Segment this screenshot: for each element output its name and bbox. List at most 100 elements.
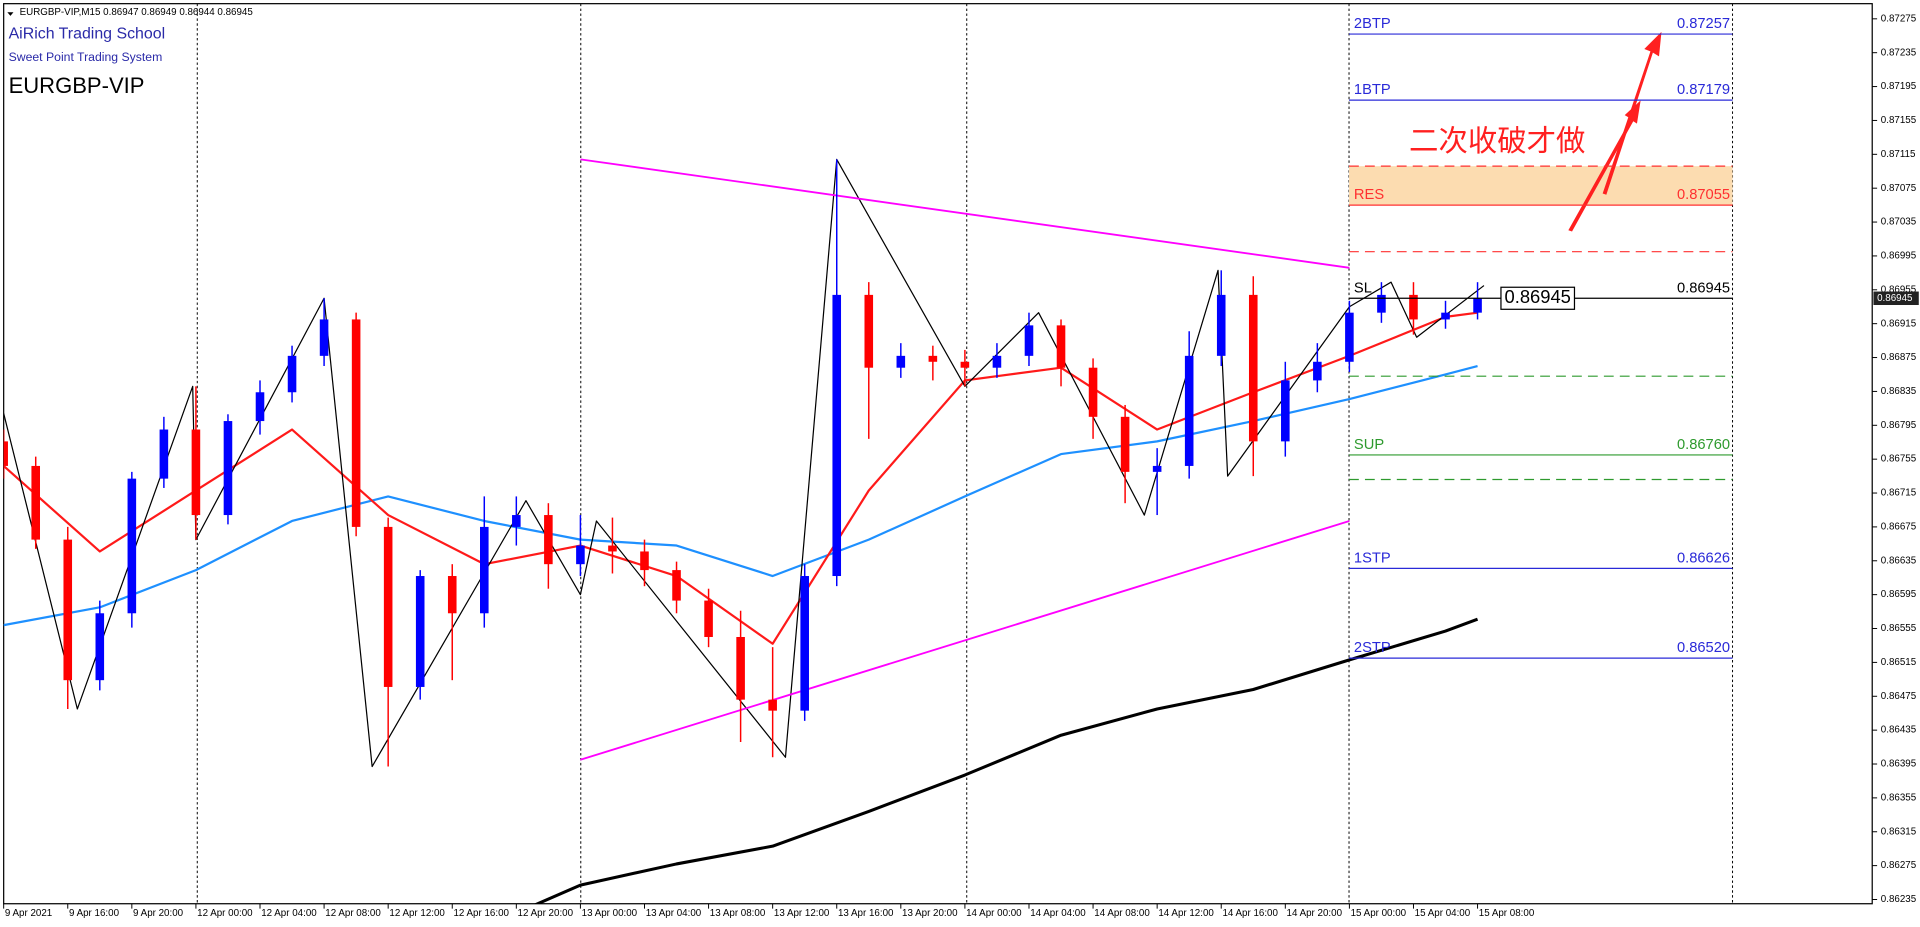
x-tick-label: 15 Apr 00:00 (1351, 908, 1407, 919)
candle-body (576, 545, 585, 565)
indicator-line (3, 158, 1485, 768)
candle-body (223, 421, 233, 516)
candle-body (928, 355, 938, 362)
y-tick-label: 0.86235 (1881, 894, 1917, 905)
candle-body (736, 636, 745, 700)
x-tick-label: 13 Apr 00:00 (582, 908, 638, 919)
candle-body (640, 551, 649, 571)
y-tick-label: 0.87075 (1881, 183, 1917, 194)
y-tick-label: 0.87235 (1881, 47, 1917, 58)
candle-body (1184, 355, 1194, 466)
level-value: 0.86945 (1677, 280, 1730, 296)
y-tick-label: 0.86675 (1881, 522, 1917, 533)
level-label: 1STP (1354, 550, 1391, 566)
x-tick-label: 9 Apr 16:00 (69, 908, 120, 919)
chart-subtitle: Sweet Point Trading System (9, 50, 163, 64)
x-tick-label: 13 Apr 20:00 (902, 908, 958, 919)
candle-body (608, 545, 617, 552)
level-label: 1BTP (1354, 82, 1391, 98)
y-tick-label: 0.86755 (1881, 454, 1917, 465)
candle-body (3, 441, 8, 466)
level-label: 2BTP (1354, 16, 1391, 32)
candle-body (832, 294, 842, 577)
candle-body (127, 478, 137, 614)
candle-body (383, 526, 393, 687)
axes-layer: 0.87275 0.87235 0.87195 0.87155 0.87115 0.870… (3, 13, 1917, 919)
level-label: 2STP (1354, 640, 1391, 656)
plot-layer (3, 158, 1733, 904)
candle-body (63, 539, 73, 681)
y-tick-label: 0.86955 (1881, 284, 1917, 295)
y-tick-label: 0.86915 (1881, 318, 1917, 329)
candle-body (1152, 465, 1162, 472)
candle-body (672, 570, 681, 601)
x-tick-label: 14 Apr 12:00 (1158, 908, 1214, 919)
x-tick-label: 15 Apr 08:00 (1479, 908, 1535, 919)
level-label: RES (1354, 187, 1384, 203)
x-tick-label: 14 Apr 00:00 (966, 908, 1022, 919)
indicator-line (533, 617, 1479, 904)
x-tick-label: 12 Apr 20:00 (518, 908, 574, 919)
candle-body (1473, 298, 1482, 313)
y-tick-label: 0.86795 (1881, 420, 1917, 431)
menu-icon (7, 12, 14, 16)
x-tick-label: 12 Apr 04:00 (261, 908, 317, 919)
candle-body (512, 515, 521, 527)
candle-body (415, 576, 425, 687)
candle-body (1216, 294, 1226, 356)
candle-body (1120, 416, 1130, 472)
y-tick-label: 0.87035 (1881, 217, 1917, 228)
y-tick-label: 0.86435 (1881, 725, 1917, 736)
y-tick-label: 0.86515 (1881, 657, 1917, 668)
candle-body (1377, 294, 1386, 313)
x-tick-label: 13 Apr 04:00 (646, 908, 702, 919)
candle-body (544, 515, 553, 565)
level-value: 0.86760 (1677, 437, 1730, 453)
level-value: 0.87257 (1677, 16, 1730, 32)
x-tick-label: 14 Apr 04:00 (1030, 908, 1086, 919)
x-tick-label: 12 Apr 12:00 (389, 908, 445, 919)
candle-body (31, 465, 41, 540)
x-tick-label: 12 Apr 16:00 (453, 908, 509, 919)
level-value: 0.87055 (1677, 187, 1730, 203)
y-tick-label: 0.86395 (1881, 759, 1917, 770)
y-tick-label: 0.87195 (1881, 81, 1917, 92)
candle-body (159, 429, 169, 479)
candle-body (255, 392, 265, 422)
x-tick-label: 12 Apr 08:00 (325, 908, 381, 919)
candle-body (351, 319, 361, 527)
symbol: EURGBP-VIP (9, 73, 145, 98)
candle-body (896, 355, 906, 368)
x-tick-label: 12 Apr 00:00 (197, 908, 253, 919)
candle-body (191, 429, 201, 516)
candle-body (1088, 367, 1098, 417)
level-value: 0.86626 (1677, 550, 1730, 566)
chart-header: EURGBP-VIP,M15 0.86947 0.86949 0.86944 0… (20, 7, 254, 18)
y-tick-label: 0.86875 (1881, 352, 1917, 363)
axis-price-label: 0.86945 (1877, 293, 1913, 304)
candle-body (1313, 361, 1322, 381)
indicator-line (580, 158, 1350, 269)
x-tick-label: 14 Apr 16:00 (1222, 908, 1278, 919)
candle-body (319, 319, 329, 356)
y-tick-label: 0.86555 (1881, 623, 1917, 634)
candle-body (95, 613, 105, 681)
x-tick-label: 9 Apr 2021 (5, 908, 52, 919)
y-tick-label: 0.86315 (1881, 826, 1917, 837)
x-tick-label: 13 Apr 12:00 (774, 908, 830, 919)
candle-body (1024, 325, 1034, 356)
price-box (1500, 286, 1576, 310)
candle-body (992, 355, 1002, 368)
indicator-line (580, 520, 1350, 761)
candle-body (1441, 312, 1450, 320)
axis-price-marker (1873, 291, 1919, 306)
level-value: 0.86520 (1677, 640, 1730, 656)
candle-body (447, 576, 457, 614)
candle-body (1281, 380, 1290, 442)
annotation: 二次收破才做 (1409, 125, 1585, 158)
candle-body (960, 361, 970, 368)
y-tick-label: 0.86275 (1881, 860, 1917, 871)
